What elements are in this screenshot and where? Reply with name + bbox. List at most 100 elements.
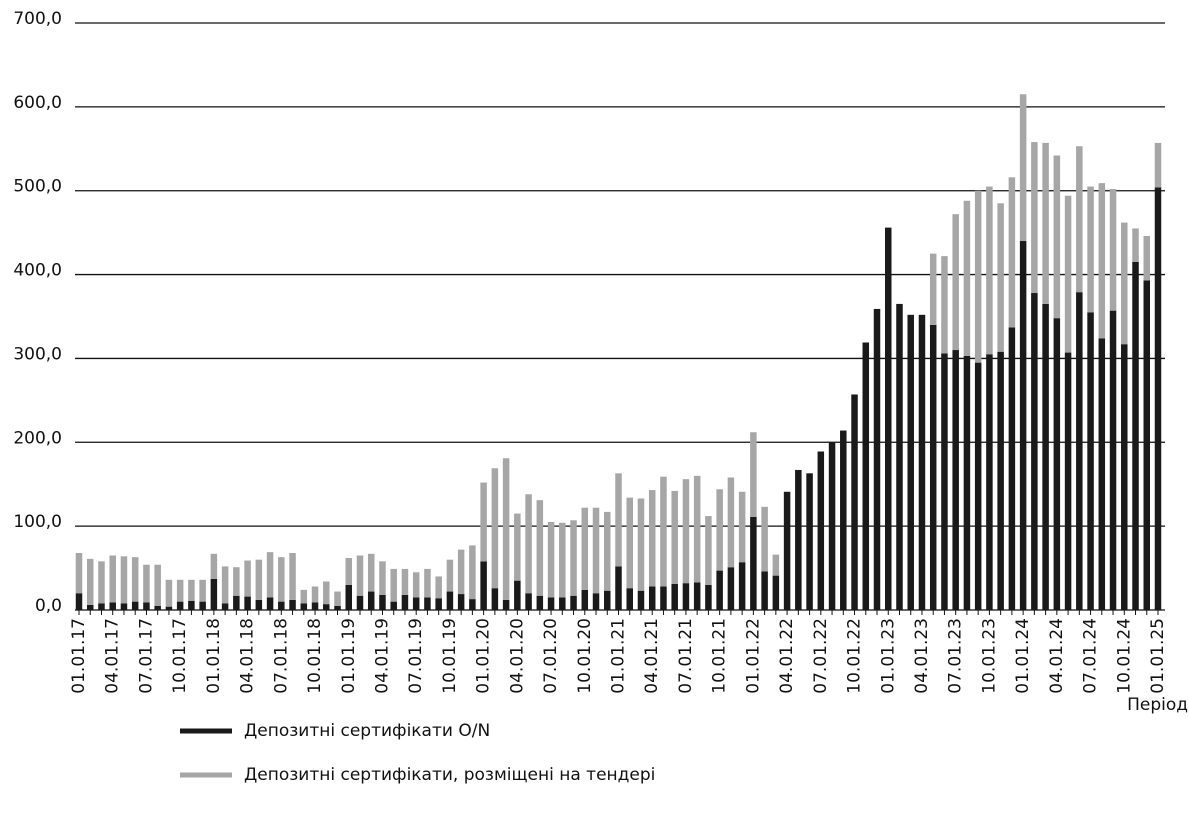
bar-segment xyxy=(986,354,993,610)
bar-segment xyxy=(165,579,173,607)
bar-segment xyxy=(424,568,431,598)
bar-segment xyxy=(570,520,577,596)
x-tick-label: 04.01.20 xyxy=(507,618,527,694)
bar-segment xyxy=(929,324,937,610)
bar-segment xyxy=(1132,228,1139,262)
bar-segment xyxy=(233,595,240,610)
x-tick-label: 07.01.23 xyxy=(946,618,966,694)
legend-label: Депозитні сертифікати O/N xyxy=(244,721,490,741)
bar-segment xyxy=(345,558,352,585)
bar-segment xyxy=(356,595,364,610)
bar-segment xyxy=(98,561,105,604)
bar-segment xyxy=(154,605,161,610)
bar-segment xyxy=(604,590,611,610)
bar-segment xyxy=(716,489,723,571)
bar-segment xyxy=(559,597,566,610)
bar-segment xyxy=(120,556,128,604)
bar-segment xyxy=(648,586,656,610)
x-tick-label: 01.01.25 xyxy=(1148,618,1168,694)
bar-segment xyxy=(457,549,465,595)
x-tick-label: 04.01.24 xyxy=(1047,618,1067,694)
bar-segment xyxy=(300,589,308,604)
bar-segment xyxy=(401,594,409,610)
bar-segment xyxy=(705,516,712,585)
bar-segment xyxy=(1076,292,1083,610)
bar-segment xyxy=(1053,318,1061,610)
bar-segment xyxy=(390,601,397,610)
bar-segment xyxy=(210,553,218,579)
bar-segment xyxy=(469,545,476,600)
bar-segment xyxy=(244,560,251,597)
bar-segment xyxy=(1143,235,1151,281)
x-tick-label: 01.01.21 xyxy=(609,618,629,694)
bar-segment xyxy=(491,468,499,589)
bar-segment xyxy=(1042,303,1049,610)
bar-segment xyxy=(547,597,555,610)
x-tick-label: 04.01.18 xyxy=(238,618,258,694)
y-tick-label: 400,0 xyxy=(13,261,62,281)
bar-segment xyxy=(120,603,128,610)
bar-segment xyxy=(1154,187,1162,611)
bar-segment xyxy=(1053,155,1061,319)
bar-segment xyxy=(289,599,296,610)
bar-segment xyxy=(367,553,375,592)
y-tick-label: 700,0 xyxy=(13,9,62,29)
bar-segment xyxy=(974,362,982,610)
bar-segment xyxy=(435,598,442,610)
bar-segment xyxy=(311,586,319,603)
x-tick-label: 07.01.21 xyxy=(676,618,696,694)
x-tick-label: 01.01.23 xyxy=(878,618,898,694)
x-tick-label: 07.01.19 xyxy=(406,618,426,694)
bar-segment xyxy=(761,571,768,610)
bar-segment xyxy=(772,554,780,576)
x-tick-label: 10.01.24 xyxy=(1114,618,1134,694)
bar-segment xyxy=(412,597,420,610)
bar-segment xyxy=(199,601,206,610)
bar-segment xyxy=(896,303,903,610)
x-tick-label: 10.01.17 xyxy=(170,618,190,694)
bar-segment xyxy=(390,568,397,602)
bar-segment xyxy=(311,602,319,610)
x-tick-label: 04.01.17 xyxy=(103,618,123,694)
bar-segment xyxy=(323,604,330,610)
bar-segment xyxy=(795,469,802,610)
bar-segment xyxy=(1143,280,1151,610)
y-tick-label: 500,0 xyxy=(13,177,62,197)
bar-segment xyxy=(109,555,116,603)
bar-segment xyxy=(817,451,825,610)
bar-segment xyxy=(559,522,566,598)
x-tick-label: 04.01.19 xyxy=(372,618,392,694)
x-tick-label: 04.01.22 xyxy=(777,618,797,694)
bar-segment xyxy=(918,314,926,610)
x-tick-label: 01.01.17 xyxy=(69,618,89,694)
bar-segment xyxy=(154,564,161,606)
x-tick-label: 04.01.23 xyxy=(912,618,932,694)
bar-segment xyxy=(514,580,521,610)
bar-segment xyxy=(131,601,139,610)
bar-segment xyxy=(592,507,600,594)
bar-segment xyxy=(210,578,218,610)
bar-segment xyxy=(671,584,678,610)
bar-segment xyxy=(1019,94,1027,242)
bar-segment xyxy=(536,500,544,596)
bar-segment xyxy=(626,497,633,589)
x-tick-label: 01.01.24 xyxy=(1013,618,1033,694)
bar-segment xyxy=(345,584,352,610)
x-tick-label: 10.01.18 xyxy=(305,618,325,694)
bar-segment xyxy=(379,561,386,595)
y-tick-label: 300,0 xyxy=(13,344,62,364)
bar-segment xyxy=(738,562,746,610)
bar-segment xyxy=(738,491,746,563)
bar-segment xyxy=(952,214,959,351)
bar-segment xyxy=(1019,241,1027,610)
bar-segment xyxy=(278,601,285,610)
bar-segment xyxy=(491,588,499,610)
bar-segment xyxy=(1064,195,1072,353)
bar-segment xyxy=(660,586,667,610)
bar-segment xyxy=(176,601,184,610)
bar-segment xyxy=(693,475,701,583)
bar-segment xyxy=(941,256,948,354)
bar-segment xyxy=(547,521,555,598)
bar-segment xyxy=(592,593,600,610)
